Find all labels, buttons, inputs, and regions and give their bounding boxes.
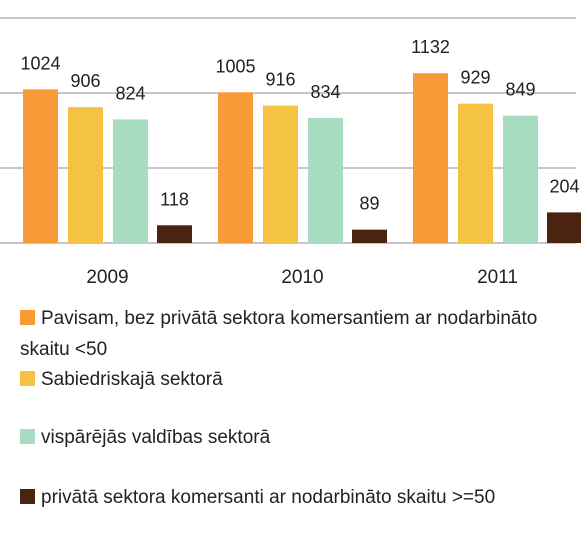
legend-swatch: [20, 371, 35, 386]
bar: [308, 117, 343, 243]
legend-label: privātā sektora komersanti ar nodarbināt…: [41, 487, 496, 508]
bar: [263, 105, 298, 243]
legend-swatch: [20, 489, 35, 504]
legend-swatch: [20, 310, 35, 325]
legend-item: privātā sektora komersanti ar nodarbināt…: [20, 482, 570, 513]
data-label: 906: [70, 71, 100, 91]
bar: [413, 73, 448, 243]
bar: [113, 119, 148, 243]
legend-label: Pavisam, bez privātā sektora komersantie…: [20, 308, 538, 360]
x-tick-label: 2010: [281, 267, 323, 288]
bar: [218, 92, 253, 243]
data-label: 849: [505, 80, 535, 100]
data-label: 834: [310, 82, 340, 102]
bar: [547, 212, 581, 243]
bar: [352, 229, 387, 243]
legend-item: Pavisam, bez privātā sektora komersantie…: [20, 303, 570, 365]
chart: 2009 1024 906 824 118 2010 1005 916 834 89 2011 113…: [0, 17, 581, 288]
data-label: 916: [265, 70, 295, 90]
data-label: 89: [359, 194, 379, 214]
legend-item: vispārējās valdības sektorā: [20, 422, 570, 453]
bar: [458, 103, 493, 244]
data-label: 204: [549, 176, 579, 196]
legend-item: Sabiedriskajā sektorā: [20, 364, 570, 395]
data-label: 118: [160, 189, 189, 209]
bar: [157, 225, 192, 243]
bar: [503, 115, 538, 243]
bar: [68, 107, 103, 243]
data-label: 1132: [411, 37, 450, 57]
data-label: 1024: [20, 53, 60, 73]
legend-label: vispārējās valdības sektorā: [41, 427, 271, 448]
x-tick-label: 2011: [477, 267, 518, 288]
bar: [23, 89, 58, 244]
data-label: 824: [115, 83, 145, 103]
data-label: 929: [460, 68, 490, 88]
data-label: 1005: [215, 56, 255, 76]
legend-label: Sabiedriskajā sektorā: [41, 369, 223, 390]
x-tick-label: 2009: [86, 267, 128, 288]
legend-swatch: [20, 429, 35, 444]
